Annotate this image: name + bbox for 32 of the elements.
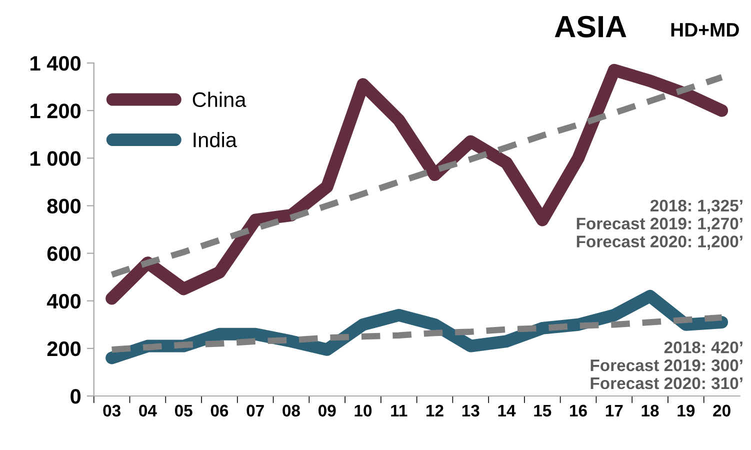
x-tick-label: 15 xyxy=(534,404,552,417)
x-tick-label: 13 xyxy=(462,404,480,417)
x-tick-label: 12 xyxy=(426,404,444,416)
x-tick-label: 03 xyxy=(103,404,120,417)
chart-title: ASIA xyxy=(554,16,626,38)
y-tick-label: 1 400 xyxy=(30,56,81,71)
y-tick-label: 400 xyxy=(46,294,81,309)
x-tick-label: 07 xyxy=(246,404,264,417)
x-tick-label: 06 xyxy=(210,404,228,417)
x-tick-label: 05 xyxy=(174,404,192,417)
y-tick-label: 200 xyxy=(47,341,81,356)
x-tick-label: 08 xyxy=(282,404,300,417)
x-tick-label: 04 xyxy=(139,404,157,417)
annotation: 2018: 420’ Forecast 2019: 300’ Forecast 2020: 310’ xyxy=(590,341,742,390)
x-tick-label: 09 xyxy=(318,404,336,417)
x-tick-label: 14 xyxy=(498,404,516,416)
y-tick-label: 1 200 xyxy=(30,104,81,118)
x-tick-label: 17 xyxy=(606,404,623,416)
x-tick-label: 16 xyxy=(570,404,587,417)
y-tick-label: 1 000 xyxy=(30,151,81,166)
y-tick-label: 600 xyxy=(47,246,81,262)
chart-subtitle: HD+MD xyxy=(671,23,739,37)
x-tick-label: 19 xyxy=(678,404,695,417)
y-tick-label: 800 xyxy=(47,198,81,214)
x-tick-label: 11 xyxy=(391,404,408,416)
legend-label: China xyxy=(192,92,246,108)
x-tick-label: 20 xyxy=(713,404,730,417)
legend-label: India xyxy=(194,132,237,148)
x-tick-label: 18 xyxy=(642,404,659,417)
x-tick-label: 10 xyxy=(354,404,372,417)
annotation: 2018: 1,325’ Forecast 2019: 1,270’ Forecast 2020: 1,200’ xyxy=(576,200,742,250)
y-tick-label: 0 xyxy=(70,389,81,404)
